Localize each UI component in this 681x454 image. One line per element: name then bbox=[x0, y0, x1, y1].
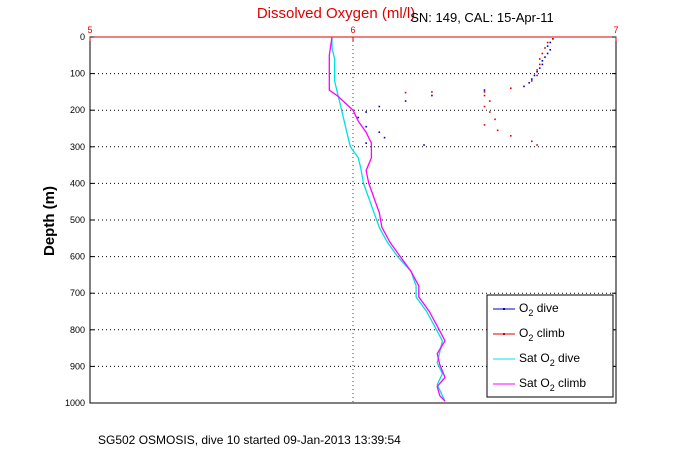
series-line-sat-o2-dive bbox=[331, 37, 446, 402]
data-point-o2-climb bbox=[552, 38, 554, 40]
data-point-o2-climb bbox=[531, 80, 533, 82]
data-point-o2-climb bbox=[488, 111, 491, 113]
data-point-o2-climb bbox=[541, 52, 544, 55]
data-point-o2-dive bbox=[546, 52, 549, 55]
data-point-o2-dive bbox=[549, 41, 552, 44]
y-tick-label: 800 bbox=[70, 325, 85, 335]
data-point-o2-dive bbox=[538, 67, 541, 69]
x-tick-label: 6 bbox=[350, 25, 355, 35]
legend-label-o2-climb: O2 climb bbox=[519, 326, 565, 343]
legend-marker-o2-climb bbox=[503, 333, 505, 335]
legend-box bbox=[486, 294, 614, 398]
data-point-o2-dive bbox=[383, 136, 386, 139]
data-point-o2-climb bbox=[536, 69, 538, 71]
y-tick-label: 200 bbox=[70, 105, 85, 115]
y-tick-label: 700 bbox=[70, 288, 85, 298]
data-point-o2-climb bbox=[510, 87, 512, 90]
data-point-o2-dive bbox=[528, 81, 531, 84]
data-point-o2-climb bbox=[531, 140, 533, 143]
data-point-o2-dive bbox=[378, 105, 381, 108]
data-point-o2-dive bbox=[541, 63, 544, 66]
y-tick-label: 100 bbox=[70, 69, 85, 79]
data-point-o2-climb bbox=[404, 91, 407, 94]
data-point-o2-dive bbox=[541, 59, 544, 62]
legend: O2 dive O2 climb Sat O2 dive Sat O2 climb bbox=[486, 294, 614, 398]
data-point-o2-climb bbox=[538, 63, 541, 66]
y-tick-label: 600 bbox=[70, 252, 85, 262]
y-tick-label: 400 bbox=[70, 178, 85, 188]
data-point-o2-dive bbox=[365, 111, 367, 113]
y-tick-label: 500 bbox=[70, 215, 85, 225]
data-point-o2-climb bbox=[483, 91, 486, 93]
series-line-sat-o2-climb bbox=[328, 36, 446, 402]
data-point-o2-climb bbox=[483, 124, 486, 126]
data-point-o2-dive bbox=[357, 116, 360, 119]
data-point-o2-climb bbox=[496, 129, 499, 132]
data-point-o2-dive bbox=[404, 100, 407, 102]
y-tick-label: 300 bbox=[70, 142, 85, 152]
data-point-o2-climb bbox=[483, 105, 486, 108]
data-point-o2-dive bbox=[536, 70, 538, 73]
data-point-o2-climb bbox=[546, 41, 549, 44]
data-point-o2-dive bbox=[549, 49, 552, 51]
data-point-o2-climb bbox=[538, 58, 541, 60]
data-point-o2-climb bbox=[536, 144, 538, 146]
data-point-o2-dive bbox=[483, 89, 486, 91]
series-layer bbox=[328, 36, 554, 402]
data-point-o2-climb bbox=[510, 135, 512, 137]
data-point-o2-dive bbox=[523, 85, 525, 88]
data-point-o2-climb bbox=[488, 100, 491, 102]
data-point-o2-climb bbox=[483, 94, 486, 97]
data-point-o2-dive bbox=[365, 125, 367, 128]
legend-label-sat-o2-climb: Sat O2 climb bbox=[519, 376, 586, 393]
grid-lines bbox=[90, 37, 616, 403]
data-point-o2-dive bbox=[365, 142, 367, 144]
x-tick-label: 5 bbox=[87, 25, 92, 35]
data-point-o2-dive bbox=[544, 56, 546, 58]
data-point-o2-dive bbox=[378, 131, 381, 133]
data-point-o2-climb bbox=[536, 74, 538, 77]
data-point-o2-dive bbox=[533, 74, 536, 77]
y-tick-label: 0 bbox=[80, 32, 85, 42]
legend-label-o2-dive: O2 dive bbox=[519, 301, 559, 318]
y-tick-label: 1000 bbox=[65, 398, 85, 408]
data-point-o2-dive bbox=[546, 45, 549, 47]
data-point-o2-climb bbox=[431, 91, 433, 93]
data-point-o2-dive bbox=[531, 78, 533, 80]
data-point-o2-dive bbox=[423, 144, 425, 146]
x-tick-label: 7 bbox=[613, 25, 618, 35]
data-point-o2-climb bbox=[494, 118, 496, 121]
y-axis-label: Depth (m) bbox=[41, 186, 58, 256]
footer-text: SG502 OSMOSIS, dive 10 started 09-Jan-20… bbox=[98, 433, 401, 447]
data-point-o2-climb bbox=[544, 47, 546, 49]
chart-subtitle: SN: 149, CAL: 15-Apr-11 bbox=[410, 10, 554, 25]
chart-title: Dissolved Oxygen (ml/l) bbox=[257, 5, 415, 22]
data-point-o2-dive bbox=[431, 94, 433, 97]
legend-marker-o2-dive bbox=[503, 308, 505, 310]
y-tick-label: 900 bbox=[70, 361, 85, 371]
axis-ticks: 0 100 200 300 400 500 600 700 800 900 1000 5 6 7 bbox=[65, 25, 619, 408]
legend-label-sat-o2-dive: Sat O2 dive bbox=[519, 351, 580, 368]
